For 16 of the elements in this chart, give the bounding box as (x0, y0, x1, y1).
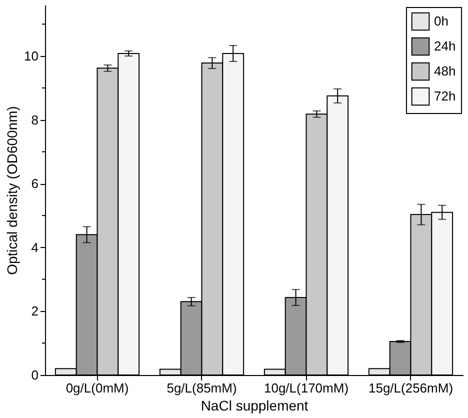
y-axis-title: Optical density (OD600nm) (4, 106, 20, 275)
y-tick-label: 2 (31, 304, 38, 319)
x-axis-title: NaCl supplement (200, 398, 308, 414)
legend-label: 24h (434, 38, 456, 54)
legend-label: 72h (434, 88, 456, 104)
x-tick-label: 5g/L(85mM) (166, 380, 237, 396)
legend-label: 48h (434, 64, 456, 78)
y-tick-label: 4 (31, 240, 38, 255)
x-tick-label: 0g/L(0mM) (66, 380, 129, 396)
y-tick-label: 6 (31, 176, 38, 192)
y-tick-label: 0 (31, 368, 38, 382)
x-tick-label: 15g/L(256mM) (368, 380, 454, 396)
y-tick-label: 8 (31, 112, 38, 128)
legend-label: 0h (434, 14, 448, 28)
y-tick-label: 10 (24, 48, 38, 64)
x-tick-label: 10g/L(170mM) (264, 380, 349, 396)
